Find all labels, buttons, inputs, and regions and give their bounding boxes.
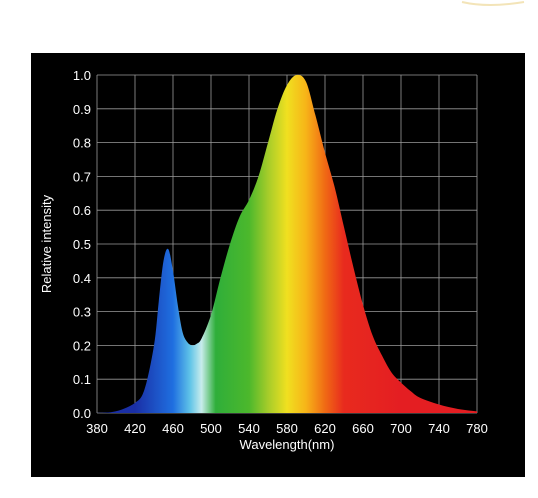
y-axis-label: Relative intensity: [39, 194, 54, 293]
y-tick-label: 0.8: [73, 136, 91, 151]
x-tick-labels: 380 420 460 500 540 580 620 660 700 740 780: [86, 421, 488, 436]
x-tick-label: 540: [238, 421, 260, 436]
x-tick-label: 660: [352, 421, 374, 436]
x-tick-label: 620: [314, 421, 336, 436]
corner-logo-fragment: [461, 1, 525, 6]
x-axis-label: Wavelength(nm): [240, 437, 335, 452]
y-tick-label: 0.7: [73, 169, 91, 184]
y-tick-label: 0.1: [73, 372, 91, 387]
x-tick-label: 380: [86, 421, 108, 436]
x-tick-label: 780: [466, 421, 488, 436]
x-tick-label: 500: [200, 421, 222, 436]
x-tick-label: 460: [162, 421, 184, 436]
y-tick-label: 0.2: [73, 338, 91, 353]
y-tick-label: 0.9: [73, 102, 91, 117]
y-tick-labels: 0.0 0.1 0.2 0.3 0.4 0.5 0.6 0.7 0.8 0.9 1.0: [73, 68, 91, 421]
x-tick-label: 700: [390, 421, 412, 436]
y-tick-label: 0.5: [73, 237, 91, 252]
x-tick-label: 420: [124, 421, 146, 436]
spectrum-area: [97, 74, 477, 414]
y-tick-label: 0.0: [73, 406, 91, 421]
x-tick-label: 740: [428, 421, 450, 436]
chart-canvas: 380 420 460 500 540 580 620 660 700 740 780 0.0 0.1…: [39, 68, 488, 452]
y-tick-label: 0.6: [73, 203, 91, 218]
y-tick-label: 1.0: [73, 68, 91, 83]
y-tick-label: 0.4: [73, 271, 91, 286]
y-tick-label: 0.3: [73, 305, 91, 320]
x-tick-label: 580: [276, 421, 298, 436]
spectrum-chart: 380 420 460 500 540 580 620 660 700 740 780 0.0 0.1…: [31, 53, 525, 477]
